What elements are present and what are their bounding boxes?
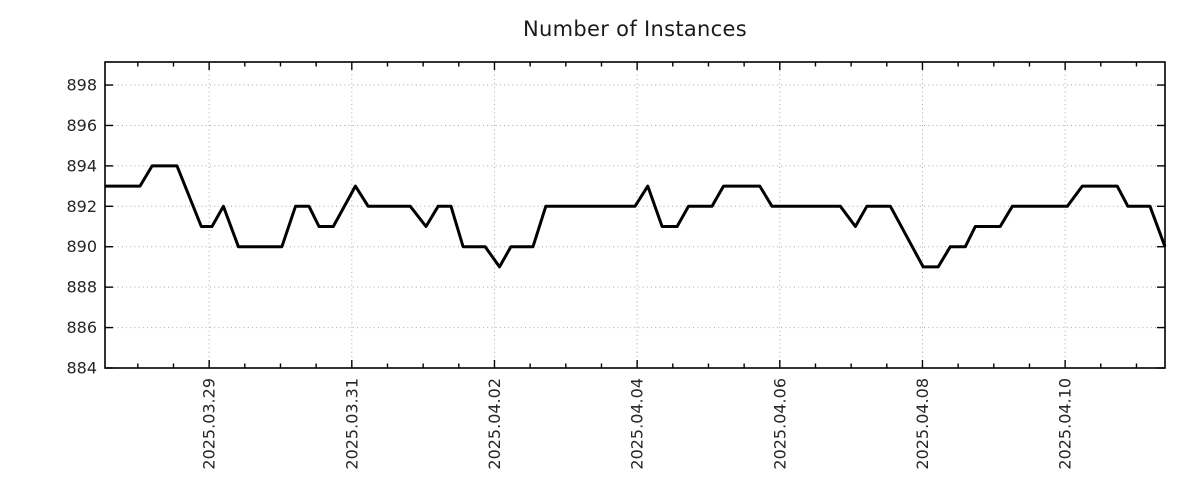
y-tick-label: 888 bbox=[66, 278, 97, 297]
data-line bbox=[105, 164, 1167, 269]
y-tick-label: 898 bbox=[66, 76, 97, 95]
chart-title: Number of Instances bbox=[523, 17, 747, 41]
plot-border bbox=[104, 61, 1166, 369]
y-tick-label: 884 bbox=[66, 359, 97, 378]
x-tick-label: 2025.03.29 bbox=[200, 378, 219, 470]
y-tick-label: 894 bbox=[66, 156, 97, 175]
y-tick-label: 892 bbox=[66, 197, 97, 216]
y-tick-label: 890 bbox=[66, 237, 97, 256]
x-tick-label: 2025.04.02 bbox=[485, 378, 504, 470]
x-tick-label: 2025.04.10 bbox=[1056, 378, 1075, 470]
y-tick-label: 886 bbox=[66, 318, 97, 337]
y-tick-label: 896 bbox=[66, 116, 97, 135]
x-tick-label: 2025.03.31 bbox=[342, 378, 361, 470]
x-tick-label: 2025.04.06 bbox=[770, 378, 789, 470]
x-tick-label: 2025.04.04 bbox=[628, 378, 647, 470]
x-tick-label: 2025.04.08 bbox=[913, 378, 932, 470]
